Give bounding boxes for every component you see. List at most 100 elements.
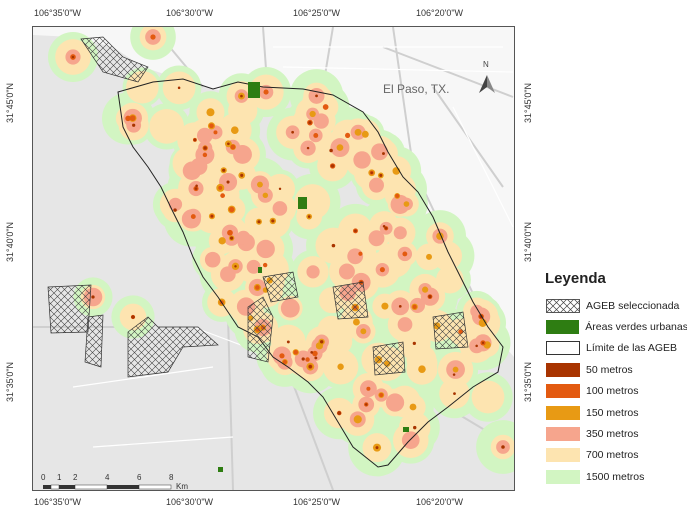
legend-item-100m: 100 metros — [538, 381, 687, 402]
buffer-circle — [222, 168, 226, 172]
buffer-circle — [436, 265, 464, 294]
buffer-circle — [262, 192, 269, 199]
buffer-circle — [278, 187, 282, 191]
legend-label: 150 metros — [586, 406, 639, 419]
legend-label: 50 metros — [586, 363, 633, 376]
buffer-circle — [190, 157, 208, 176]
buffer-circle — [426, 253, 432, 260]
buffer-circle — [331, 243, 336, 248]
buffer-circle — [240, 173, 244, 177]
buffer-circle — [368, 177, 384, 193]
buffer-circle — [353, 415, 362, 424]
buffer-circle — [129, 115, 136, 121]
coord-right-2: 31°40'0"N — [523, 221, 533, 262]
buffer-circle — [385, 393, 405, 412]
legend: Leyenda AGEB seleccionada Áreas verdes u… — [538, 270, 687, 488]
buffer-circle — [227, 142, 230, 146]
buffer-circle — [471, 380, 505, 414]
buffer-circle — [397, 317, 413, 332]
buffer-circle — [306, 146, 310, 150]
legend-item-1500m: 1500 metros — [538, 466, 687, 487]
buffer-circle — [314, 356, 318, 360]
legend-item-areas-verdes: Áreas verdes urbanas — [538, 316, 687, 337]
buffer-circle — [375, 446, 379, 450]
buffer-circle — [306, 265, 320, 279]
legend-label: 700 metros — [586, 449, 639, 462]
buffer-circle — [422, 286, 429, 293]
scale-tick-2: 2 — [73, 473, 78, 482]
coord-top-2: 106°30'0"W — [166, 8, 214, 18]
hatch-swatch-icon — [546, 298, 580, 313]
legend-item-limite-ageb: Límite de las AGEB — [538, 338, 687, 359]
swatch-700m-icon — [546, 448, 580, 463]
buffer-circle — [337, 363, 344, 370]
buffer-circle — [345, 132, 351, 138]
coord-top-1: 106°35'0"W — [34, 8, 82, 18]
buffer-circle — [353, 151, 371, 169]
buffer-circle — [347, 248, 364, 265]
buffer-circle — [173, 208, 177, 212]
map-canvas: El Paso, TX. N 0 1 2 4 6 8 Km — [33, 27, 514, 490]
buffer-circle — [453, 392, 456, 395]
buffer-circle — [330, 164, 335, 168]
buffer-circle — [246, 259, 261, 274]
buffer-circle — [282, 359, 288, 365]
buffer-circle — [257, 181, 263, 188]
buffer-circle — [305, 357, 310, 362]
buffer-circle — [286, 340, 290, 344]
buffer-circle — [203, 146, 207, 150]
buffer-circle — [310, 350, 314, 354]
buffer-circle — [313, 133, 319, 138]
buffer-circle — [220, 266, 236, 283]
buffer-circle — [366, 386, 371, 391]
buffer-circle — [220, 193, 225, 198]
buffer-circle — [395, 193, 400, 199]
legend-item-150m: 150 metros — [538, 402, 687, 423]
buffer-circle — [234, 265, 237, 268]
legend-label: Límite de las AGEB — [586, 342, 678, 355]
coord-bottom-3: 106°25'0"W — [293, 497, 341, 507]
buffer-circle — [228, 206, 235, 213]
buffer-circle — [240, 94, 243, 98]
minor-roads — [72, 46, 514, 448]
buffer-circle — [227, 229, 233, 236]
scale-tick-0: 0 — [41, 473, 46, 482]
swatch-350m-icon — [546, 427, 580, 442]
buffer-circle — [328, 321, 354, 347]
scale-unit: Km — [176, 482, 188, 490]
swatch-150m-icon — [546, 405, 580, 420]
buffer-circle — [361, 130, 369, 138]
city-label: El Paso, TX. — [383, 82, 449, 96]
buffer-circle — [428, 295, 432, 299]
buffer-circle — [218, 237, 226, 245]
buffer-circle — [409, 403, 417, 411]
basemap-us — [33, 27, 514, 357]
buffer-circle — [475, 344, 478, 348]
buffer-circle — [195, 184, 198, 188]
buffer-circle — [371, 143, 389, 161]
swatch-100m-icon — [546, 384, 580, 399]
buffer-circle — [272, 201, 288, 216]
buffer-circle — [233, 145, 252, 164]
buffer-circle — [412, 304, 417, 310]
green-swatch-icon — [546, 320, 580, 335]
buffer-circle — [354, 128, 362, 136]
buffer-circle — [412, 341, 416, 346]
buffer-circle — [379, 393, 384, 398]
coord-right-1: 31°45'0"N — [523, 82, 533, 123]
buffer-circle — [309, 110, 316, 118]
selected-agebs — [47, 36, 469, 378]
legend-label: Áreas verdes urbanas — [585, 321, 687, 334]
buffer-circle — [291, 130, 294, 134]
buffer-circle — [204, 251, 221, 268]
scale-tick-1: 1 — [57, 473, 62, 482]
buffer-circle — [353, 318, 360, 326]
buffer-100m — [70, 34, 486, 416]
buffer-circle — [218, 185, 223, 190]
legend-item-700m: 700 metros — [538, 445, 687, 466]
buffer-circle — [398, 304, 402, 308]
svg-text:N: N — [483, 60, 489, 69]
legend-label: 1500 metros — [586, 470, 645, 483]
buffer-circle — [381, 302, 389, 310]
buffer-circle — [382, 224, 386, 228]
